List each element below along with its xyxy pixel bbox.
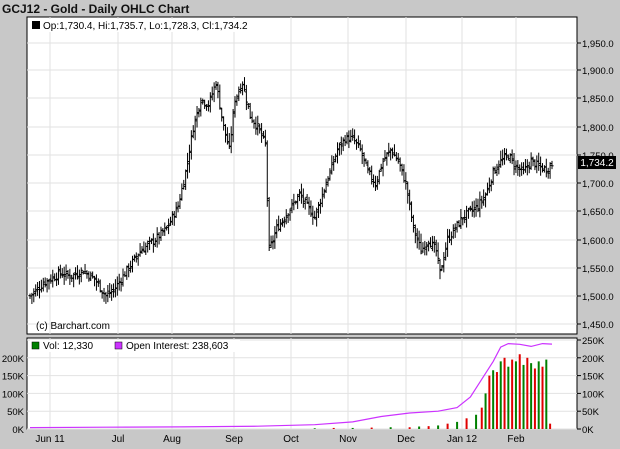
x-tick-label: Dec xyxy=(397,434,415,445)
volume-bar xyxy=(465,418,468,429)
volume-bar xyxy=(499,361,502,429)
price-tick-label: 1,800.0 xyxy=(582,123,614,134)
price-tick-label: 1,700.0 xyxy=(582,179,614,190)
price-tick-label: 1,950.0 xyxy=(582,39,614,50)
x-tick-label: Nov xyxy=(339,434,357,445)
volume-bar xyxy=(518,354,521,429)
volume-bar xyxy=(437,425,440,429)
open-interest-line xyxy=(29,342,553,429)
volume-bar xyxy=(503,357,506,429)
volume-tick-label-left: 50K xyxy=(7,407,25,418)
volume-tick-label-right: 50K xyxy=(582,407,600,418)
volume-bar xyxy=(537,361,540,429)
vol-legend-box xyxy=(30,340,240,352)
volume-bar xyxy=(533,368,536,429)
volume-tick-label-left: 0K xyxy=(12,425,24,436)
volume-tick-label-left: 150K xyxy=(2,372,25,383)
price-grid xyxy=(27,17,577,334)
volume-bar xyxy=(480,407,483,429)
volume-bar xyxy=(370,427,373,429)
copyright-label: (c) Barchart.com xyxy=(36,321,110,332)
volume-bar xyxy=(446,423,449,429)
price-y-ticks: 1,950.01,900.01,850.01,800.01,750.01,700… xyxy=(577,39,614,331)
price-tick-label: 1,500.0 xyxy=(582,292,614,303)
last-value-badge xyxy=(578,156,616,169)
price-tick-label: 1,900.0 xyxy=(582,66,614,77)
volume-bar xyxy=(545,359,548,429)
volume-bar xyxy=(408,427,411,429)
x-tick-label: Jul xyxy=(112,434,125,445)
volume-bar xyxy=(389,427,392,429)
volume-bar xyxy=(475,414,478,429)
volume-bar xyxy=(313,428,316,429)
volume-bars xyxy=(313,354,552,429)
volume-bar xyxy=(418,426,421,429)
volume-bar xyxy=(456,421,459,429)
price-tick-label: 1,650.0 xyxy=(582,207,614,218)
volume-tick-label-right: 150K xyxy=(582,372,605,383)
volume-bar xyxy=(495,372,498,429)
price-tick-label: 1,550.0 xyxy=(582,264,614,275)
x-tick-label: Oct xyxy=(283,434,299,445)
volume-tick-label-left: 100K xyxy=(2,389,25,400)
volume-tick-label-right: 0K xyxy=(582,425,594,436)
volume-bar xyxy=(530,363,533,429)
last-value-label: 1,734.2 xyxy=(580,158,614,169)
volume-bar xyxy=(526,357,529,429)
volume-bar xyxy=(511,359,514,429)
price-bars xyxy=(28,77,554,304)
chart-title: GCJ12 - Gold - Daily OHLC Chart xyxy=(2,2,190,16)
volume-bar xyxy=(488,375,491,429)
volume-bar xyxy=(332,427,335,429)
vol-legend-swatch xyxy=(31,341,40,350)
oi-legend-swatch xyxy=(114,341,123,350)
price-tick-label: 1,450.0 xyxy=(582,320,614,331)
volume-bar xyxy=(492,370,495,429)
volume-y-ticks: 250K 200K 150K 100K 50K 0K 200K 150K 100K 50K 0K xyxy=(2,336,605,436)
oi-legend-label: Open Interest: 238,603 xyxy=(126,341,229,352)
x-axis-labels: Jun 11 Jul Aug Sep Oct Nov Dec Jan 12 Feb xyxy=(35,434,525,445)
ohlc-info-box xyxy=(30,19,250,32)
volume-bar xyxy=(541,366,544,429)
x-tick-label: Feb xyxy=(507,434,525,445)
volume-grid xyxy=(27,338,577,430)
volume-bar xyxy=(484,393,487,429)
price-tick-label: 1,850.0 xyxy=(582,94,614,105)
volume-bar xyxy=(549,423,552,429)
volume-tick-label-left: 200K xyxy=(2,354,25,365)
volume-bar xyxy=(427,426,430,429)
volume-bar xyxy=(522,364,525,429)
volume-tick-label-right: 100K xyxy=(582,389,605,400)
vol-legend-label: Vol: 12,330 xyxy=(43,341,93,352)
ohlc-legend-swatch xyxy=(32,21,40,29)
ohlc-readout: Op:1,730.4, Hi:1,735.7, Lo:1,728.3, Cl:1… xyxy=(43,21,248,32)
volume-tick-label-right: 250K xyxy=(582,336,605,347)
price-tick-label: 1,600.0 xyxy=(582,236,614,247)
x-tick-label: Jun 11 xyxy=(35,434,65,445)
volume-tick-label-right: 200K xyxy=(582,354,605,365)
x-tick-label: Jan 12 xyxy=(447,434,477,445)
volume-bar xyxy=(514,361,517,429)
x-tick-label: Aug xyxy=(163,434,181,445)
x-tick-label: Sep xyxy=(225,434,243,445)
volume-bar xyxy=(507,366,510,429)
volume-bar xyxy=(351,427,354,429)
